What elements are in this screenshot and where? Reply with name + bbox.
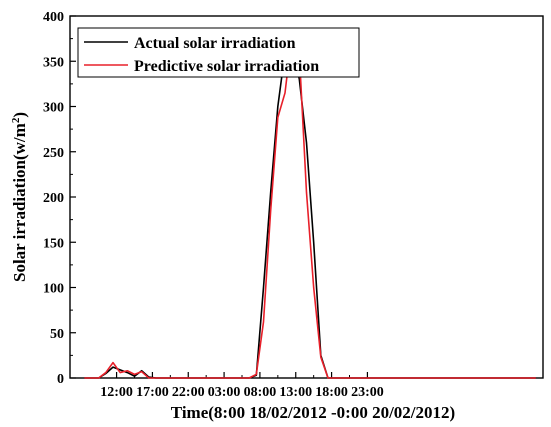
x-axis-title: Time(8:00 18/02/2012 -0:00 20/02/2012)	[171, 403, 455, 422]
y-tick-label: 400	[43, 10, 64, 25]
y-tick-label: 50	[50, 327, 64, 342]
y-axis: 0 50 100 150 200 250 300 350 400	[43, 10, 76, 387]
y-tick-label: 350	[43, 55, 64, 70]
legend-label-predictive: Predictive solar irradiation	[134, 58, 319, 75]
y-tick-label: 250	[43, 146, 64, 161]
x-axis: 12:00 17:00 22:00 03:00 08:00 13:00 18:00 23:00	[100, 372, 384, 400]
series-layer	[84, 32, 536, 378]
y-tick-label: 150	[43, 236, 64, 251]
x-tick-label: 12:00	[100, 385, 133, 400]
x-tick-label: 22:00	[172, 385, 205, 400]
x-tick-label: 03:00	[208, 385, 241, 400]
y-tick-label: 0	[57, 372, 64, 387]
x-tick-label: 18:00	[315, 385, 348, 400]
x-tick-label: 17:00	[136, 385, 169, 400]
y-axis-title: Solar irradiation(w/m2)	[10, 112, 29, 282]
series-line-0	[84, 45, 536, 378]
x-tick-label: 23:00	[351, 385, 384, 400]
y-tick-label: 300	[43, 101, 64, 116]
legend-label-actual: Actual solar irradiation	[134, 35, 296, 52]
legend: Actual solar irradiation Predictive sola…	[78, 28, 359, 77]
x-tick-label: 13:00	[279, 385, 312, 400]
series-line-1	[84, 32, 536, 378]
y-tick-label: 200	[43, 191, 64, 206]
x-tick-label: 08:00	[244, 385, 277, 400]
y-tick-label: 100	[43, 282, 64, 297]
